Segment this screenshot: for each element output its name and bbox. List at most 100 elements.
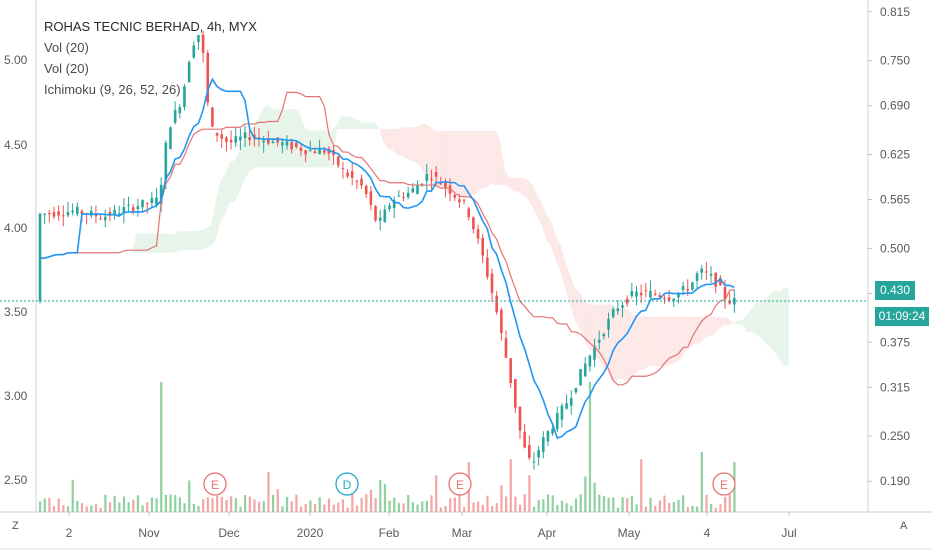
cloud-segment bbox=[187, 231, 193, 251]
volume-bar bbox=[500, 485, 503, 512]
candle-body bbox=[569, 397, 573, 406]
candle-body bbox=[514, 379, 517, 408]
candle-body bbox=[611, 309, 615, 317]
candle-body bbox=[197, 35, 200, 42]
cloud-segment bbox=[215, 181, 221, 241]
cloud-segment bbox=[285, 109, 291, 168]
candle-body bbox=[541, 437, 545, 453]
volume-bar bbox=[654, 505, 657, 512]
candle-body bbox=[131, 207, 135, 211]
candle-body bbox=[667, 297, 671, 301]
cloud-segment bbox=[714, 316, 719, 335]
cloud-segment bbox=[467, 130, 472, 196]
cloud-segment bbox=[667, 316, 673, 366]
cloud-segment bbox=[453, 130, 459, 196]
left-tick-label: 3.00 bbox=[4, 389, 28, 403]
candle-body bbox=[215, 132, 219, 136]
conversion-line bbox=[40, 77, 735, 440]
cloud-segment bbox=[504, 168, 510, 188]
candle-body bbox=[691, 282, 694, 290]
volume-bar bbox=[612, 497, 615, 512]
candle-body bbox=[523, 431, 526, 448]
volume-bar bbox=[211, 498, 214, 512]
volume-bar bbox=[267, 472, 270, 512]
volume-bar bbox=[728, 494, 731, 512]
candle-body bbox=[728, 300, 731, 304]
zoom-icon[interactable]: Z bbox=[12, 520, 19, 532]
candle-body bbox=[672, 298, 676, 301]
right-tick-label: 0.690 bbox=[880, 99, 910, 113]
volume-bar bbox=[197, 506, 200, 512]
volume-bar bbox=[244, 495, 247, 512]
candle-body bbox=[220, 134, 224, 139]
cloud-segment bbox=[369, 122, 375, 130]
earnings-marker: E bbox=[448, 472, 472, 496]
last-price-tag: 0.430 bbox=[875, 281, 915, 300]
candle-body bbox=[425, 174, 429, 181]
candle-body bbox=[686, 288, 690, 291]
volume-bar bbox=[202, 499, 205, 512]
volume-bar bbox=[132, 499, 135, 512]
candle-body bbox=[43, 213, 46, 215]
candle-body bbox=[560, 405, 564, 420]
volume-bar bbox=[724, 496, 727, 512]
x-tick-label: 4 bbox=[704, 526, 711, 540]
candle-body bbox=[308, 150, 312, 152]
candle-body bbox=[164, 142, 168, 181]
volume-bar bbox=[323, 504, 326, 512]
candle-body bbox=[649, 290, 652, 298]
candle-body bbox=[225, 137, 228, 143]
cloud-segment bbox=[607, 304, 612, 381]
legend-vol-1[interactable]: Vol (20) bbox=[44, 40, 89, 55]
symbol-title[interactable]: ROHAS TECNIC BERHAD, 4h, MYX bbox=[44, 19, 257, 34]
marker-letter: E bbox=[211, 478, 219, 492]
auto-scale-button[interactable]: A bbox=[900, 520, 908, 532]
cloud-segment bbox=[723, 317, 729, 326]
cloud-segment bbox=[555, 235, 561, 272]
volume-bar bbox=[518, 504, 522, 512]
cloud-segment bbox=[499, 140, 505, 186]
volume-bar bbox=[430, 495, 433, 512]
volume-bar bbox=[160, 382, 163, 512]
candle-body bbox=[509, 358, 512, 384]
volume-bar bbox=[379, 479, 382, 512]
cloud-segment bbox=[192, 231, 198, 251]
volume-bar bbox=[225, 500, 228, 512]
x-tick-label: Nov bbox=[138, 526, 159, 540]
volume-bar bbox=[262, 501, 265, 512]
volume-bar bbox=[668, 502, 671, 512]
legend-vol-2[interactable]: Vol (20) bbox=[44, 61, 89, 76]
volume-bar bbox=[374, 498, 377, 512]
marker-circle bbox=[448, 472, 472, 496]
volume-bar bbox=[696, 506, 699, 512]
volume-bar bbox=[523, 494, 526, 512]
volume-bar bbox=[644, 506, 647, 512]
volume-bar bbox=[402, 503, 405, 512]
cloud-segment bbox=[737, 320, 743, 324]
cloud-segment bbox=[779, 287, 785, 366]
cloud-segment bbox=[392, 129, 398, 156]
cloud-segment bbox=[751, 303, 757, 335]
volume-bar bbox=[318, 497, 321, 512]
cloud-segment bbox=[728, 317, 733, 325]
candle-body bbox=[295, 142, 298, 147]
candle-body bbox=[565, 403, 568, 409]
candle-body bbox=[579, 369, 582, 386]
volume-bar bbox=[169, 494, 172, 512]
cloud-segment bbox=[159, 233, 165, 253]
volume-bar bbox=[598, 494, 601, 512]
left-tick-label: 5.00 bbox=[4, 53, 28, 67]
cloud-segment bbox=[746, 308, 752, 332]
candle-body bbox=[528, 445, 531, 458]
cloud-segment bbox=[378, 127, 384, 143]
candle-body bbox=[663, 298, 666, 300]
candle-body bbox=[416, 185, 419, 195]
cloud-segment bbox=[565, 261, 570, 304]
cloud-segment bbox=[439, 130, 445, 190]
volume-bar bbox=[421, 501, 424, 512]
candle-body bbox=[99, 218, 102, 220]
legend-ichimoku[interactable]: Ichimoku (9, 26, 52, 26) bbox=[44, 82, 181, 97]
cloud-segment bbox=[602, 304, 608, 371]
volume-bar bbox=[43, 498, 46, 512]
